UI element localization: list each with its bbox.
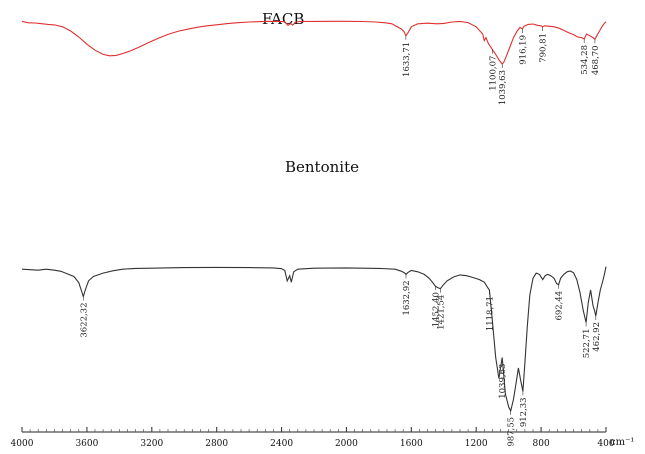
peak-label-bentonite-8: 692,44 (555, 291, 565, 321)
peak-label-facb-2: 1039,63 (498, 70, 508, 105)
peak-label-facb-4: 790,81 (539, 33, 549, 63)
peak-label-bentonite-1: 1632,92 (402, 280, 412, 315)
series-label-facb: FACB (262, 10, 304, 28)
x-tick-label-3200: 3200 (140, 439, 163, 449)
peak-label-bentonite-10: 462,92 (592, 322, 602, 352)
peak-label-bentonite-3: 1421,54 (436, 295, 446, 330)
x-tick-label-1600: 1600 (400, 439, 423, 449)
peak-label-bentonite-7: 912,33 (519, 397, 529, 427)
peak-label-facb-0: 1633,71 (402, 42, 412, 77)
x-tick-label-4000: 4000 (11, 439, 34, 449)
peak-label-bentonite-4: 1118,71 (485, 296, 495, 331)
x-axis: 4000 3600 3200 2800 2400 2000 1600 1200 800 400 (11, 427, 615, 449)
x-axis-title: cm⁻¹ (610, 437, 634, 448)
peak-label-bentonite-2: 1452,40 (431, 292, 441, 327)
peak-label-bentonite-9: 522,71 (582, 329, 592, 359)
x-tick-label-2400: 2400 (270, 439, 293, 449)
peak-label-bentonite-0: 3622,32 (79, 303, 89, 338)
series-label-bentonite: Bentonite (285, 158, 359, 176)
peak-label-facb-6: 468,70 (591, 45, 601, 75)
x-tick-label-1200: 1200 (465, 439, 488, 449)
x-tick-label-3600: 3600 (75, 439, 98, 449)
x-tick-label-400: 400 (597, 439, 614, 449)
series-line-facb (21, 20, 607, 65)
peak-label-facb-5: 534,28 (580, 45, 590, 75)
x-tick-label-2000: 2000 (335, 439, 358, 449)
peak-label-bentonite-5: 1039,63 (498, 364, 508, 399)
series-line-bentonite (21, 266, 607, 413)
series-layer: FACB Bentonite (21, 10, 607, 413)
x-tick-label-2800: 2800 (205, 439, 228, 449)
peak-label-facb-3: 916,19 (518, 35, 528, 65)
peak-label-facb-1: 1100,07 (488, 56, 498, 91)
x-tick-label-800: 800 (533, 439, 550, 449)
